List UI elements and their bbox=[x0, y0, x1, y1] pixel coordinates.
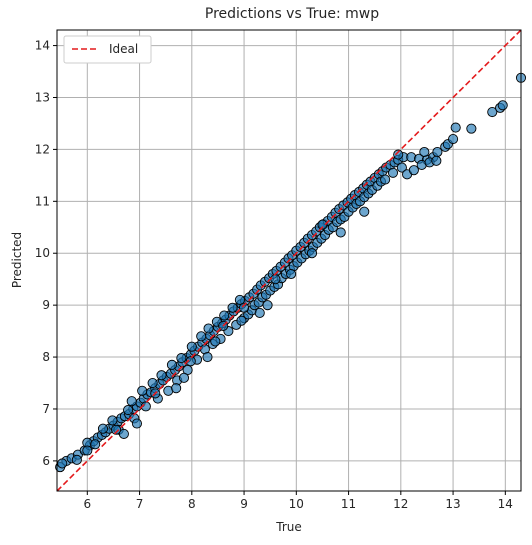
y-tick-label: 9 bbox=[42, 298, 50, 312]
data-point bbox=[203, 352, 212, 361]
x-tick-label: 12 bbox=[393, 497, 408, 511]
y-tick-label: 8 bbox=[42, 350, 50, 364]
data-point bbox=[220, 311, 229, 320]
data-point bbox=[255, 308, 264, 317]
data-point bbox=[360, 207, 369, 216]
data-point bbox=[432, 156, 441, 165]
data-point bbox=[72, 455, 81, 464]
legend-ideal-label: Ideal bbox=[109, 42, 138, 56]
x-tick-label: 6 bbox=[83, 497, 91, 511]
data-point bbox=[91, 440, 100, 449]
y-tick-label: 14 bbox=[35, 39, 50, 53]
legend: Ideal bbox=[64, 36, 151, 63]
data-point bbox=[83, 446, 92, 455]
data-point bbox=[138, 386, 147, 395]
data-point bbox=[123, 405, 132, 414]
data-point bbox=[177, 353, 186, 362]
data-point bbox=[172, 384, 181, 393]
data-point bbox=[167, 360, 176, 369]
data-point bbox=[420, 147, 429, 156]
x-axis-label: True bbox=[275, 520, 302, 534]
data-point bbox=[148, 378, 157, 387]
data-point bbox=[263, 301, 272, 310]
data-point bbox=[157, 371, 166, 380]
data-point bbox=[448, 134, 457, 143]
y-tick-label: 13 bbox=[35, 90, 50, 104]
data-point bbox=[204, 324, 213, 333]
data-point bbox=[228, 303, 237, 312]
x-tick-label: 10 bbox=[289, 497, 304, 511]
y-tick-label: 6 bbox=[42, 454, 50, 468]
x-tick-label: 13 bbox=[445, 497, 460, 511]
x-tick-label: 7 bbox=[136, 497, 144, 511]
data-point bbox=[271, 275, 280, 284]
y-tick-label: 12 bbox=[35, 142, 50, 156]
data-point bbox=[108, 416, 117, 425]
data-point bbox=[179, 373, 188, 382]
data-point bbox=[467, 124, 476, 133]
x-tick-label: 14 bbox=[498, 497, 513, 511]
data-point bbox=[451, 123, 460, 132]
plot-area: 6 7 8 9 10 11 12 13 14 6 7 8 9 10 11 12 13 14 bbox=[35, 30, 526, 511]
data-point bbox=[237, 316, 246, 325]
data-point bbox=[187, 342, 196, 351]
y-tick-label: 11 bbox=[35, 194, 50, 208]
y-tick-label: 7 bbox=[42, 402, 50, 416]
data-point bbox=[336, 228, 345, 237]
data-point bbox=[98, 424, 107, 433]
data-point bbox=[211, 337, 220, 346]
x-tick-label: 11 bbox=[341, 497, 356, 511]
data-point bbox=[286, 269, 295, 278]
x-tick-label: 9 bbox=[240, 497, 248, 511]
x-tick-label: 8 bbox=[188, 497, 196, 511]
y-tick-label: 10 bbox=[35, 246, 50, 260]
y-axis-label: Predicted bbox=[10, 232, 24, 288]
data-point bbox=[127, 397, 136, 406]
data-point bbox=[388, 168, 397, 177]
data-point bbox=[197, 332, 206, 341]
chart-title: Predictions vs True: mwp bbox=[205, 6, 379, 22]
data-point bbox=[132, 419, 141, 428]
data-point bbox=[498, 101, 507, 110]
data-point bbox=[307, 249, 316, 258]
data-point bbox=[58, 459, 67, 468]
data-point bbox=[381, 175, 390, 184]
